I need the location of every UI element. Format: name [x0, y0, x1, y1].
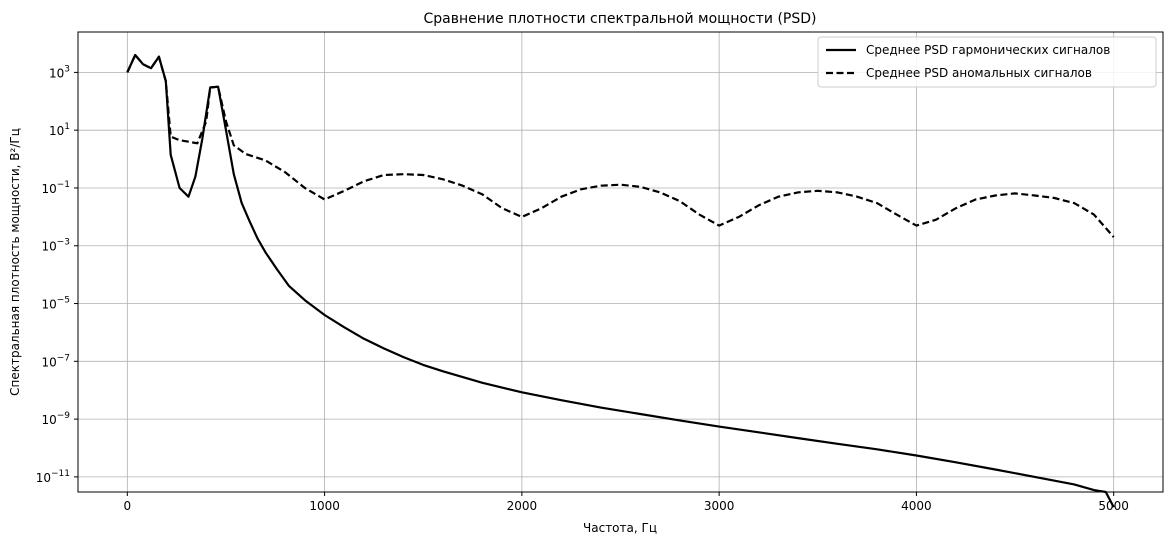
y-tick-label: 10−3: [41, 238, 70, 254]
x-tick-label: 1000: [309, 499, 340, 513]
y-tick-label: 10−11: [36, 469, 70, 485]
series-layer: [126, 53, 1115, 508]
x-tick-label: 4000: [901, 499, 932, 513]
y-tick-label: 103: [49, 64, 70, 80]
y-axis-label: Спектральная плотность мощности, В²/Гц: [8, 128, 22, 396]
x-axis-label: Частота, Гц: [583, 521, 657, 535]
y-tick-label: 10−5: [41, 296, 70, 312]
x-tick-label: 3000: [704, 499, 735, 513]
plot-area: [77, 31, 1164, 493]
chart-title: Сравнение плотности спектральной мощност…: [424, 11, 817, 27]
tick-layer: 0 1000 2000 3000 4000 5000 103 101 10−1 10−3 10−5 1…: [36, 64, 1129, 513]
grid-layer: [78, 32, 1163, 492]
y-tick-label: 10−9: [41, 411, 70, 427]
x-tick-label: 5000: [1098, 499, 1129, 513]
x-tick-label: 2000: [507, 499, 538, 513]
series-line-anomalous: [126, 53, 1115, 238]
x-tick-label: 0: [123, 499, 131, 513]
y-tick-label: 10−1: [41, 180, 70, 196]
y-tick-label: 10−7: [41, 353, 70, 369]
legend-box: [817, 36, 1157, 88]
legend-label-harmonic: Среднее PSD гармонических сигналов: [866, 43, 1110, 57]
legend: Среднее PSD гармонических сигналов Средн…: [817, 36, 1157, 88]
legend-label-anomalous: Среднее PSD аномальных сигналов: [866, 66, 1092, 80]
series-line-harmonic: [126, 53, 1115, 508]
y-tick-label: 101: [49, 122, 70, 138]
